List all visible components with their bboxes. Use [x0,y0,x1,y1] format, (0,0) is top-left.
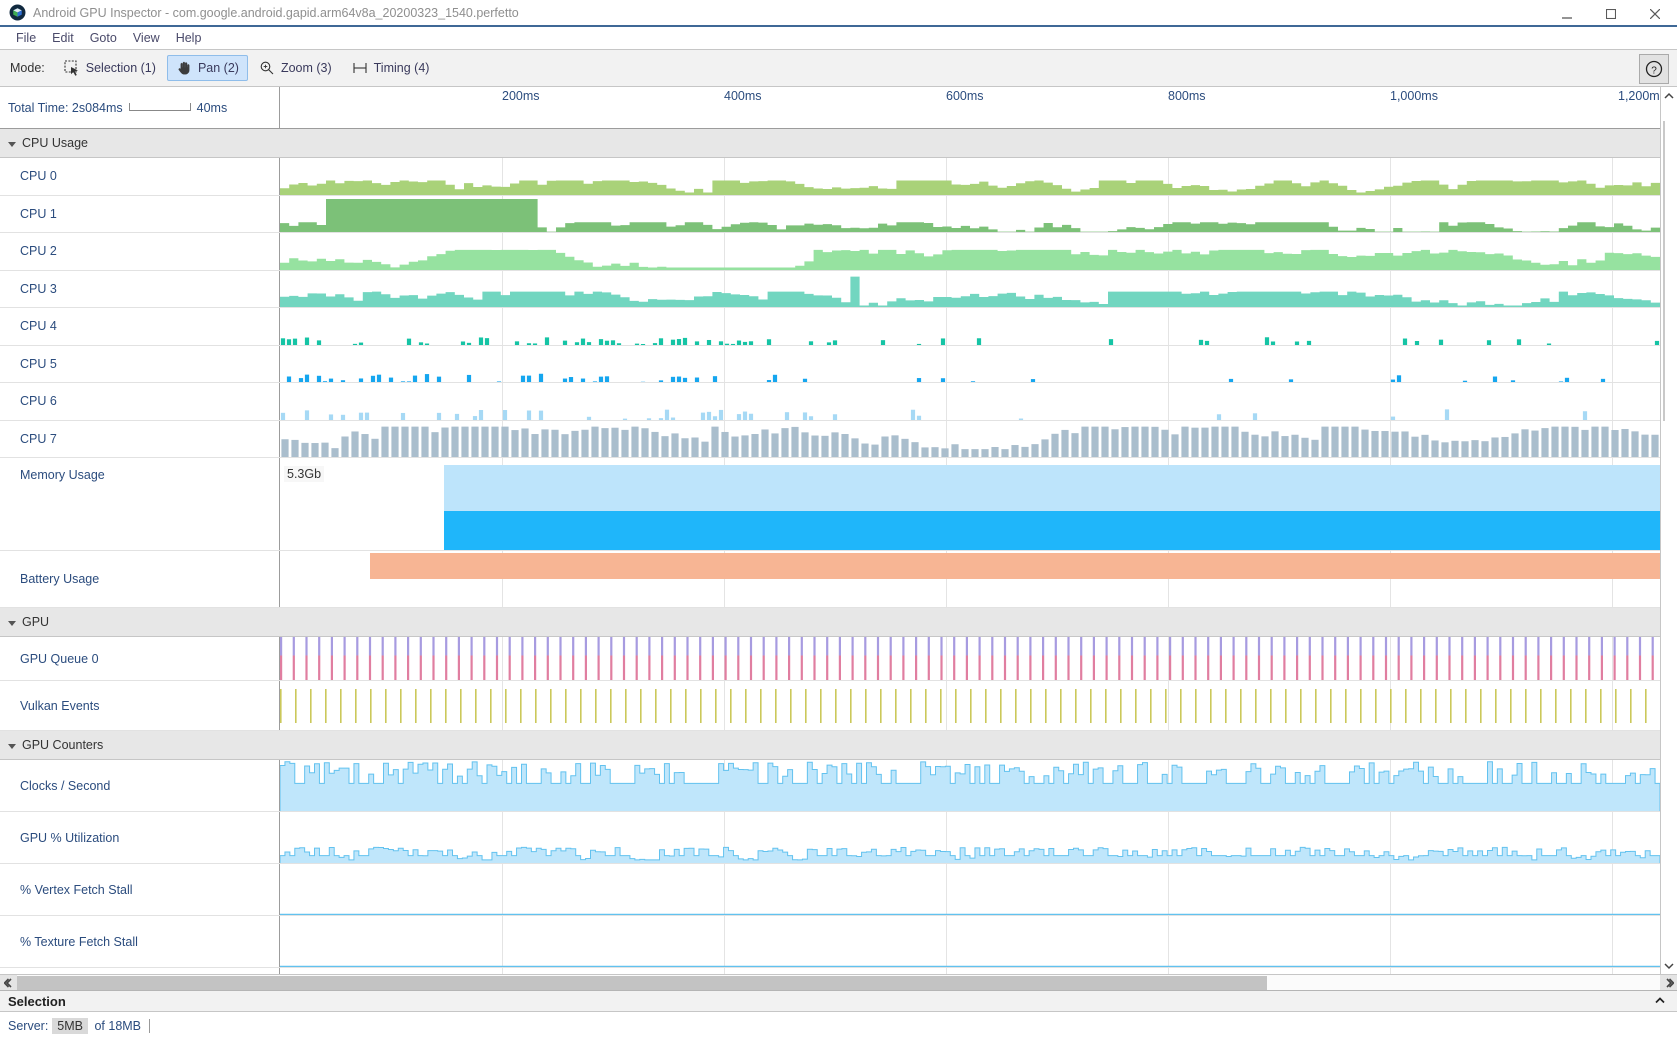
svg-text:?: ? [1651,65,1657,76]
